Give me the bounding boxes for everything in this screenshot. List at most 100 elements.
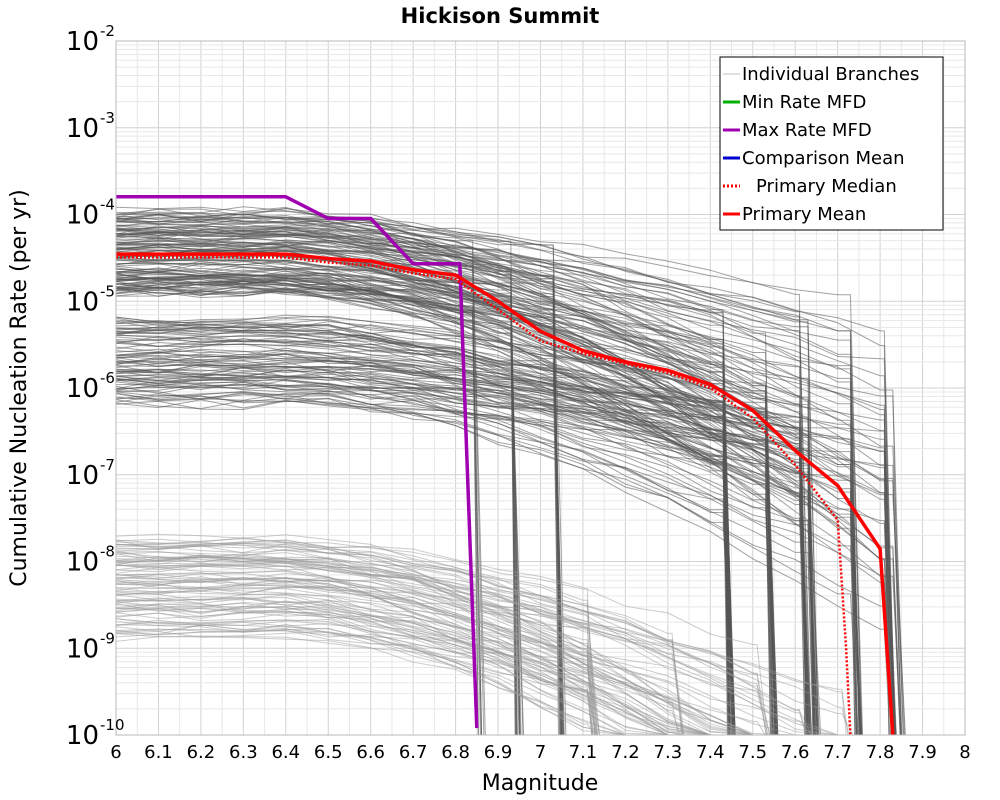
branch-line — [115, 596, 593, 736]
branch-line — [115, 280, 733, 736]
branch-line — [115, 601, 679, 736]
branch-line — [115, 353, 818, 736]
branch-line — [115, 270, 807, 736]
branch-line — [115, 286, 561, 736]
branch-line — [115, 593, 600, 736]
branch-line — [115, 561, 771, 736]
y-tick-label: 10 -5 — [66, 282, 115, 317]
branch-line — [115, 619, 813, 736]
branch-line — [115, 561, 767, 736]
y-tick-base: 10 — [66, 461, 99, 491]
x-tick-label: 8 — [959, 742, 970, 763]
y-tick-label: 10 -8 — [66, 543, 115, 578]
x-tick-label: 6.1 — [144, 742, 173, 763]
branch-line — [115, 635, 598, 736]
branch-line — [115, 555, 809, 736]
legend-label-min-rate-mfd: Min Rate MFD — [742, 92, 866, 113]
branch-line — [115, 576, 683, 736]
branch-line — [115, 232, 814, 736]
branch-line — [115, 260, 735, 736]
chart-title: Hickison Summit — [401, 4, 600, 28]
branch-line — [115, 213, 563, 736]
branch-line — [115, 244, 903, 736]
branch-line — [115, 541, 684, 736]
branch-line — [115, 208, 518, 736]
branch-line — [115, 338, 731, 736]
y-tick-label: 10 -10 — [66, 716, 125, 751]
y-tick-label: 10 -9 — [66, 629, 115, 664]
branch-line — [115, 379, 895, 736]
branch-line — [115, 321, 811, 736]
y-tick-label: 10 -7 — [66, 456, 115, 491]
x-tick-label: 7.7 — [823, 742, 852, 763]
branch-line — [115, 340, 734, 736]
y-tick-labels: 10-210-310-410-510-610-710-810-910-10 — [66, 22, 125, 751]
x-tick-label: 7.9 — [908, 742, 937, 763]
branch-line — [115, 281, 564, 736]
branch-line — [115, 543, 850, 736]
x-tick-label: 7.8 — [866, 742, 895, 763]
x-tick-label: 7 — [535, 742, 546, 763]
x-tick-label: 7.4 — [696, 742, 725, 763]
x-tick-label: 7.5 — [738, 742, 767, 763]
x-tick-label: 7.3 — [654, 742, 683, 763]
branch-line — [115, 278, 563, 736]
branch-line — [115, 268, 857, 736]
branch-line — [115, 218, 807, 736]
y-tick-exponent: -2 — [100, 22, 115, 40]
y-tick-label: 10 -3 — [66, 109, 115, 144]
branch-line — [115, 325, 815, 736]
x-tick-label: 6 — [110, 742, 121, 763]
y-tick-base: 10 — [66, 201, 99, 231]
series-lines — [116, 195, 895, 736]
branch-line — [115, 577, 847, 736]
x-tick-label: 7.1 — [569, 742, 598, 763]
branch-line — [115, 351, 736, 736]
branch-line — [115, 375, 896, 736]
branch-line — [116, 210, 894, 736]
legend-label-comparison-mean: Comparison Mean — [742, 148, 905, 169]
y-tick-exponent: -5 — [100, 282, 115, 300]
branch-line — [115, 318, 735, 736]
branch-line — [115, 238, 774, 736]
y-tick-exponent: -9 — [100, 629, 115, 647]
x-tick-label: 6.3 — [229, 742, 258, 763]
branch-line — [115, 230, 776, 736]
y-tick-base: 10 — [66, 27, 99, 57]
branch-line — [115, 225, 517, 736]
y-tick-base: 10 — [66, 374, 99, 404]
branch-line — [115, 383, 814, 736]
legend-box — [719, 56, 944, 231]
branch-line — [115, 376, 862, 736]
branch-line — [115, 329, 776, 736]
plot-border — [115, 40, 966, 736]
y-tick-label: 10 -6 — [66, 369, 115, 404]
branch-line — [115, 565, 600, 736]
x-tick-labels: 6 6.1 6.2 6.3 6.4 6.5 6.6 6.7 6.8 6.9 7 7.1 7.2 7.3 7.… — [110, 742, 970, 763]
branch-line — [115, 399, 862, 736]
branch-line — [115, 630, 597, 736]
y-tick-exponent: -10 — [100, 716, 125, 734]
branch-line — [115, 380, 859, 736]
legend-label-primary-median: Primary Median — [756, 176, 897, 197]
branch-line — [115, 557, 683, 736]
branch-line — [115, 539, 767, 736]
branch-line — [115, 247, 561, 736]
x-tick-label: 6.2 — [187, 742, 216, 763]
x-tick-label: 6.5 — [314, 742, 343, 763]
x-tick-label: 7.6 — [781, 742, 810, 763]
x-tick-label: 6.8 — [441, 742, 470, 763]
branch-line — [115, 392, 814, 736]
branch-line — [115, 206, 564, 736]
branch-line — [115, 399, 894, 736]
branch-line — [115, 366, 859, 736]
branch-line — [115, 390, 736, 736]
plot-frame — [115, 40, 966, 736]
y-tick-exponent: -7 — [100, 456, 115, 474]
series-primary-mean — [116, 252, 895, 736]
series-primary-median — [116, 256, 852, 736]
y-axis-label: Cumulative Nucleation Rate (per yr) — [7, 189, 32, 587]
branch-line — [115, 334, 777, 736]
branch-line — [115, 370, 809, 736]
